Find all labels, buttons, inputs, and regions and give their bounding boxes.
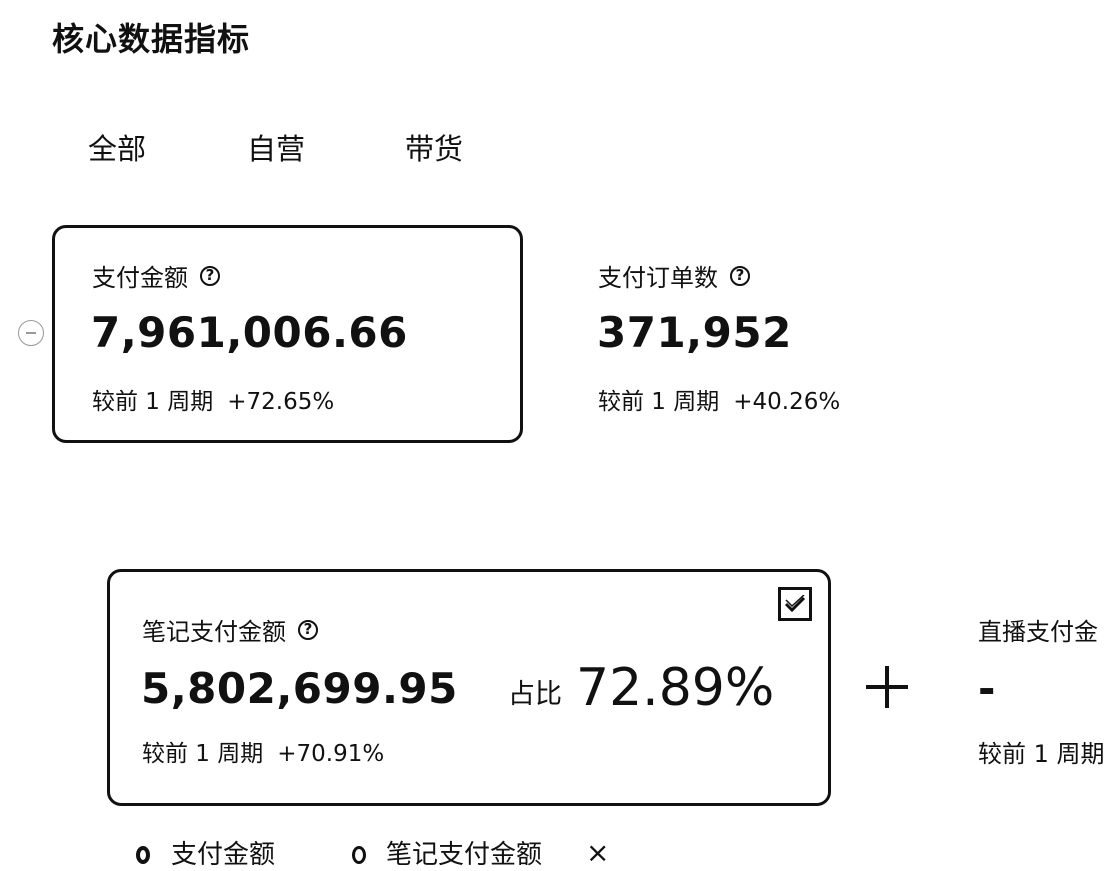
- checkbox-checked-icon[interactable]: [778, 587, 812, 621]
- tab-affiliate[interactable]: 带货: [405, 132, 464, 166]
- compare-label: 较前 1 周期: [598, 389, 720, 415]
- compare-value: +40.26%: [733, 389, 841, 415]
- share-label: 占比: [508, 679, 562, 710]
- metric-label-pay-amount: 支付金额 ?: [92, 258, 220, 293]
- metric-label-text: 支付金额: [92, 264, 188, 292]
- tab-all[interactable]: 全部: [88, 132, 147, 166]
- metric-compare-pay-orders: 较前 1 周期 +40.26%: [598, 382, 840, 416]
- metric-label-live-pay-amount: 直播支付金: [978, 618, 1098, 646]
- legend-marker-note-pay-amount: [352, 846, 366, 864]
- metric-compare-note-pay-amount: 较前 1 周期 +70.91%: [142, 734, 384, 768]
- legend-marker-pay-amount: [136, 846, 150, 864]
- metric-value-note-pay-amount: 5,802,699.95: [141, 664, 458, 713]
- checkmark-icon: [784, 595, 806, 613]
- metric-compare-pay-amount: 较前 1 周期 +72.65%: [92, 382, 334, 416]
- legend-item-pay-amount[interactable]: 支付金额: [171, 840, 276, 870]
- metric-label-text: 支付订单数: [598, 264, 718, 292]
- metric-card-pay-amount[interactable]: [52, 225, 523, 443]
- legend-item-note-pay-amount[interactable]: 笔记支付金额: [386, 840, 543, 870]
- help-icon[interactable]: ?: [298, 619, 318, 640]
- plus-icon: [866, 666, 908, 708]
- page-title: 核心数据指标: [52, 20, 251, 58]
- metric-label-text: 笔记支付金额: [142, 618, 286, 646]
- help-icon[interactable]: ?: [730, 265, 750, 286]
- tab-self-operated[interactable]: 自营: [247, 132, 306, 166]
- compare-value: +72.65%: [227, 389, 335, 415]
- compare-label: 较前 1 周期: [92, 389, 214, 415]
- help-icon[interactable]: ?: [200, 265, 220, 286]
- metric-label-pay-orders: 支付订单数 ?: [598, 258, 750, 293]
- metric-label-note-pay-amount: 笔记支付金额 ?: [142, 612, 318, 647]
- metric-card-note-pay-amount[interactable]: [107, 569, 831, 806]
- scroll-left-icon[interactable]: [18, 320, 44, 346]
- share-value: 72.89%: [576, 658, 775, 718]
- metric-value-live-pay-amount: -: [978, 664, 996, 713]
- compare-label: 较前 1 周期: [142, 741, 264, 767]
- metric-compare-live-pay-amount: 较前 1 周期: [978, 740, 1105, 768]
- metric-value-pay-amount: 7,961,006.66: [91, 308, 408, 357]
- close-icon[interactable]: ×: [586, 836, 610, 869]
- compare-value: +70.91%: [277, 741, 385, 767]
- metric-value-pay-orders: 371,952: [597, 308, 792, 357]
